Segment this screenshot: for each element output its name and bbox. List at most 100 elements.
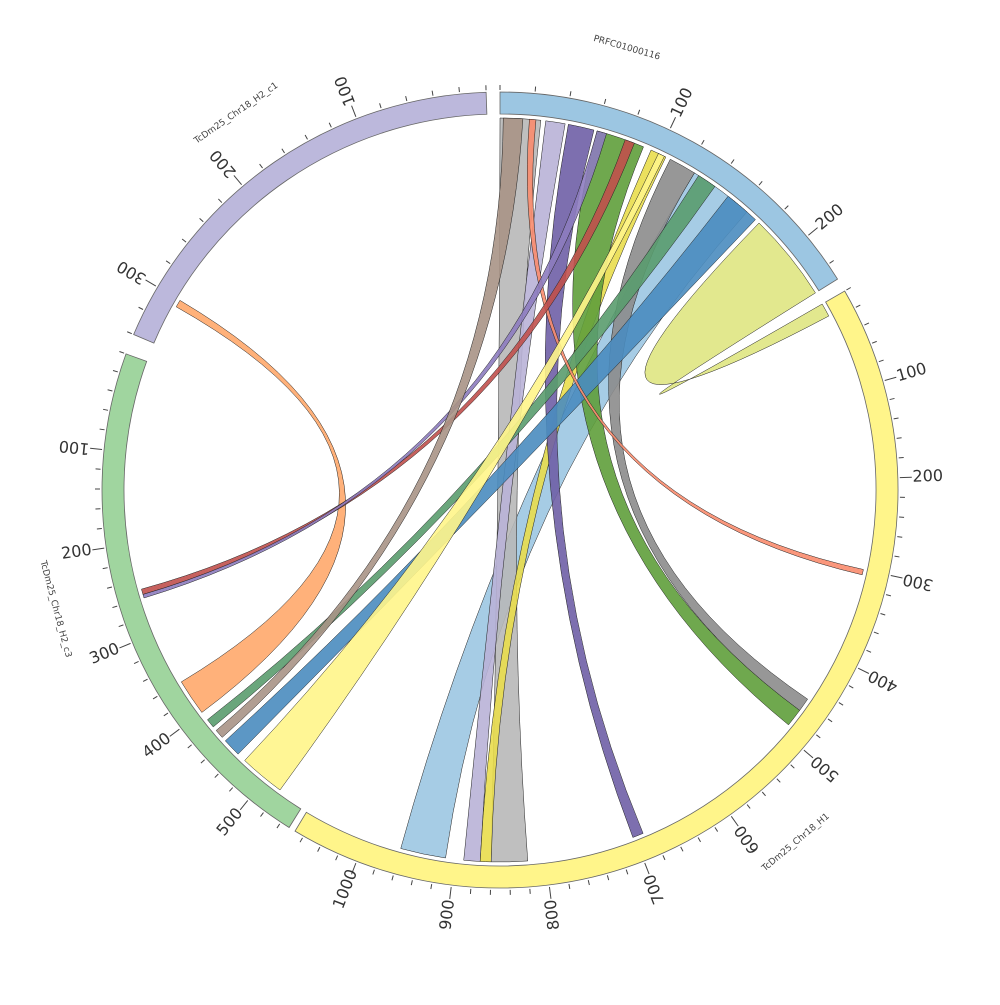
minor-tick [880, 613, 885, 615]
minor-tick [785, 206, 789, 210]
minor-tick [166, 261, 170, 264]
minor-tick [874, 632, 879, 634]
minor-tick [373, 870, 375, 875]
minor-tick [791, 765, 795, 768]
tick-label: 300 [901, 570, 935, 595]
major-tick [92, 548, 104, 550]
minor-tick [816, 735, 820, 738]
tick-label: 900 [435, 898, 458, 931]
minor-tick [828, 719, 832, 722]
minor-tick [604, 99, 605, 104]
minor-tick [839, 703, 843, 706]
minor-tick [607, 875, 608, 880]
tick-label: 600 [730, 822, 763, 858]
major-tick [234, 175, 242, 184]
major-tick [90, 448, 102, 449]
minor-tick [282, 149, 285, 153]
minor-tick [112, 606, 117, 607]
minor-tick [182, 239, 186, 242]
minor-tick [638, 110, 640, 115]
minor-tick [872, 341, 877, 343]
major-tick [352, 106, 356, 117]
major-tick [240, 800, 248, 809]
minor-tick [626, 870, 628, 875]
minor-tick [731, 159, 734, 163]
minor-tick [164, 713, 168, 716]
tick-label: 100 [331, 73, 360, 108]
minor-tick [890, 398, 895, 399]
tick-label: 100 [666, 84, 696, 120]
minor-tick [698, 838, 700, 842]
minor-tick [897, 438, 902, 439]
minor-tick [866, 650, 871, 652]
major-tick [808, 228, 817, 236]
minor-tick [570, 91, 571, 96]
minor-tick [318, 847, 320, 851]
minor-tick [715, 827, 718, 831]
major-tick [891, 575, 903, 578]
major-tick [885, 377, 897, 380]
minor-tick [134, 661, 139, 663]
major-tick [670, 117, 675, 128]
segment-label-h2c3: TcDm25_Chr18_H2_c3 [37, 559, 73, 659]
major-tick [858, 668, 869, 673]
minor-tick [119, 351, 124, 353]
tick-label: 400 [138, 728, 174, 761]
minor-tick [336, 856, 338, 861]
major-tick [549, 887, 550, 899]
minor-tick [762, 792, 765, 796]
minor-tick [218, 199, 221, 203]
minor-tick [588, 880, 589, 885]
minor-tick [681, 847, 683, 851]
minor-tick [569, 884, 570, 889]
tick-label: 300 [87, 639, 122, 668]
minor-tick [894, 418, 899, 419]
minor-tick [894, 556, 899, 557]
tick-label: 300 [113, 257, 149, 289]
minor-tick [879, 360, 884, 362]
tick-label: 400 [865, 666, 901, 697]
tick-label: 700 [640, 872, 669, 907]
minor-tick [702, 140, 705, 144]
minor-tick [229, 788, 232, 792]
minor-tick [886, 595, 891, 596]
minor-tick [119, 625, 124, 627]
minor-tick [113, 370, 118, 371]
minor-tick [411, 880, 412, 885]
minor-tick [759, 181, 762, 185]
minor-tick [127, 332, 132, 334]
minor-tick [392, 875, 393, 880]
minor-tick [459, 87, 460, 92]
segment-label-prfc: PRFC01000116 [592, 34, 661, 63]
link-ribbons [141, 118, 863, 862]
minor-tick [103, 409, 108, 410]
minor-tick [329, 123, 331, 128]
minor-tick [108, 390, 113, 391]
major-tick [170, 729, 180, 736]
minor-tick [260, 164, 263, 168]
major-tick [645, 863, 649, 874]
minor-tick [188, 745, 192, 748]
tick-label: 800 [541, 899, 564, 932]
minor-tick [747, 805, 750, 809]
major-tick [450, 887, 451, 899]
minor-tick [201, 760, 205, 763]
minor-tick [406, 96, 407, 101]
segment-label-h1: TcDm25_Chr18_H1 [760, 812, 832, 875]
minor-tick [777, 779, 780, 783]
minor-tick [103, 568, 108, 569]
minor-tick [849, 686, 853, 688]
tick-label: 1000 [329, 866, 361, 911]
minor-tick [143, 679, 147, 681]
major-tick [731, 816, 738, 826]
minor-tick [100, 429, 105, 430]
minor-tick [305, 135, 307, 139]
minor-tick [431, 884, 432, 889]
tick-label: 100 [58, 437, 90, 459]
tick-label: 100 [894, 359, 929, 386]
tick-label: 200 [912, 466, 943, 486]
minor-tick [663, 855, 665, 860]
minor-tick [830, 260, 834, 263]
